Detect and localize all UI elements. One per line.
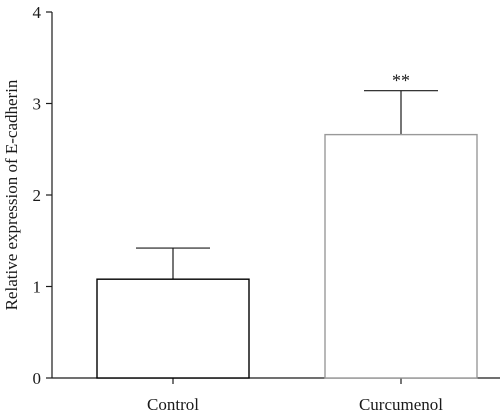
y-tick-label: 3 (33, 95, 42, 114)
y-axis-label: Relative expression of E-cadherin (2, 79, 21, 310)
bar (324, 133, 478, 379)
y-tick-label: 2 (33, 186, 42, 205)
y-axis: 0 1 2 3 4 (33, 3, 53, 388)
bar (96, 278, 250, 379)
bars: ** (96, 71, 478, 379)
x-tick-label: Control (147, 395, 199, 414)
y-tick-label: 1 (33, 278, 42, 297)
x-axis: Control Curcumenol (52, 377, 500, 414)
y-tick-label: 4 (33, 3, 42, 22)
x-tick-label: Curcumenol (359, 395, 443, 414)
y-tick-label: 0 (33, 369, 42, 388)
significance-label: ** (392, 71, 410, 91)
